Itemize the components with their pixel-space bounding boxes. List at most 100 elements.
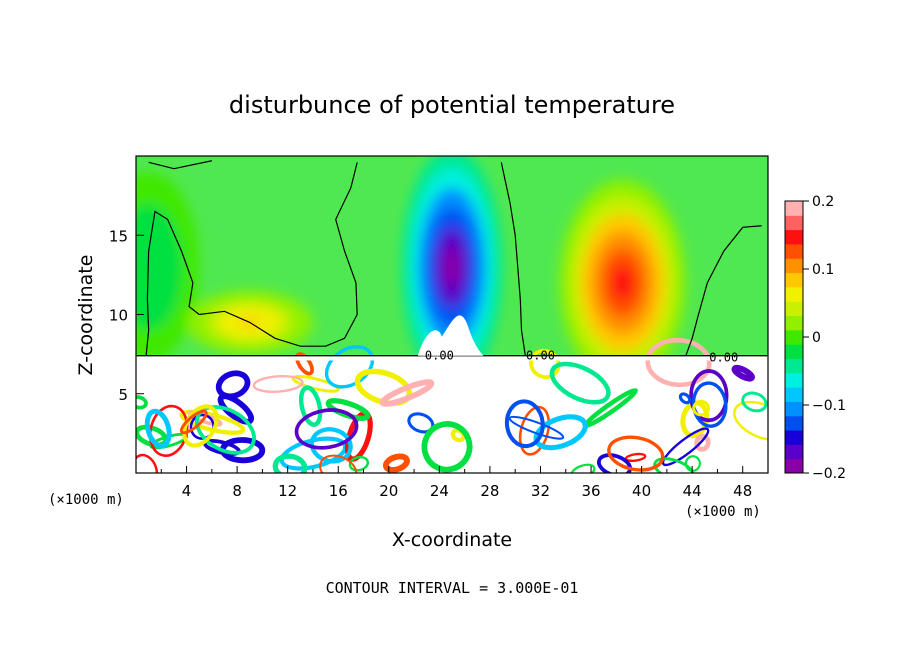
x-tick-label: 28: [480, 482, 499, 500]
x-tick-label: 4: [182, 482, 192, 500]
contour-line: [145, 162, 358, 356]
turbulent-blob: [692, 399, 711, 417]
field-warm-anomaly: [612, 265, 634, 300]
contour-label: 0.00: [425, 349, 454, 363]
colorbar-tick-label: 0.1: [812, 262, 834, 278]
x-tick-label: 32: [531, 482, 550, 500]
turbulent-blob: [508, 415, 565, 440]
turbulent-blob: [678, 392, 692, 405]
colorbar-ticks: 0.2 0.1 0 −0.1 −0.2: [803, 194, 846, 482]
turbulent-blob: [570, 463, 596, 473]
turbulent-blob: [731, 364, 755, 382]
turbulent-blob: [309, 427, 353, 464]
y-tick-label: 15: [109, 227, 128, 245]
turbulent-blob: [179, 409, 208, 435]
contour-line: [148, 160, 212, 170]
y-tick-label: 5: [118, 386, 128, 404]
turbulent-blob: [348, 455, 370, 472]
colorbar-swatch: [785, 387, 803, 402]
colorbar-swatch: [785, 329, 803, 345]
turbulent-blob: [215, 370, 251, 400]
turbulent-blob: [421, 421, 473, 473]
turbulent-blob: [252, 374, 304, 393]
colorbar-swatch: [785, 272, 803, 288]
colorbar-swatch: [785, 458, 803, 474]
turbulent-blob: [607, 435, 665, 472]
colorbar-tick-label: −0.2: [812, 466, 846, 482]
y-axis-label: Z-coordinate: [75, 255, 97, 376]
x-tick-label: 48: [733, 482, 752, 500]
colorbar-swatch: [785, 430, 803, 445]
contour-label: 0.00: [526, 349, 555, 363]
colorbar-swatch: [785, 258, 803, 274]
colorbar-swatch: [785, 315, 803, 331]
y-axis: 5 10 15: [109, 227, 144, 404]
x-tick-label: 44: [683, 482, 702, 500]
x-tick-label: 36: [581, 482, 600, 500]
turbulent-blob: [136, 395, 148, 410]
colorbar-swatch: [785, 444, 803, 460]
colorbar-swatch: [785, 201, 803, 216]
colorbar-swatch: [785, 344, 803, 359]
turbulent-blob: [319, 454, 358, 473]
x-tick-label: 16: [329, 482, 348, 500]
colorbar-swatch: [785, 243, 803, 259]
turbulent-blob: [596, 453, 632, 473]
field-cold-anomaly: [443, 247, 461, 287]
turbulent-blob: [272, 453, 308, 473]
x-tick-label: 40: [632, 482, 651, 500]
colorbar-tick-label: 0.2: [812, 194, 834, 210]
contour-label: 0.00: [709, 350, 738, 364]
colorbar-tick-label: 0: [812, 330, 821, 346]
x-tick-label: 8: [232, 482, 242, 500]
turbulent-blob: [144, 408, 172, 449]
turbulent-blob: [194, 405, 256, 455]
turbulent-blob: [661, 427, 710, 467]
interface-band: [136, 354, 768, 361]
plume-tip: [417, 315, 484, 356]
turbulent-blob: [298, 385, 323, 427]
turbulent-blob: [733, 400, 768, 441]
x-tick-label: 12: [278, 482, 297, 500]
colorbar-swatch: [785, 301, 803, 317]
x-unit-label: (×1000 m): [48, 492, 124, 508]
turbulent-blob: [294, 408, 359, 450]
turbulent-blob: [217, 393, 255, 425]
turbulent-blob: [382, 453, 410, 473]
x-axis-label: X-coordinate: [392, 529, 512, 551]
chart-title: disturbunce of potential temperature: [229, 91, 675, 119]
plot-area: 0.00 0.00 0.00: [136, 156, 768, 473]
contour-lines: 0.00 0.00 0.00: [145, 160, 762, 364]
turbulent-blob: [136, 453, 159, 473]
lower-turbulent-layer: [136, 315, 768, 473]
colorbar-swatch: [785, 415, 803, 431]
turbulent-blob: [653, 457, 695, 473]
turbulent-blob: [295, 352, 314, 376]
x-tick-label: 24: [430, 482, 449, 500]
turbulent-blob: [325, 398, 371, 421]
colorbar-swatch: [785, 401, 803, 417]
contour-interval-note: CONTOUR INTERVAL = 3.000E-01: [326, 579, 579, 597]
field-layer: [136, 156, 686, 386]
y-tick-label: 10: [109, 307, 128, 325]
colorbar-tick-label: −0.1: [812, 398, 846, 414]
contour-line: [500, 162, 526, 356]
colorbar-swatch: [785, 358, 803, 374]
colorbar-swatch: [785, 372, 803, 388]
x-unit-label-right: (×1000 m): [685, 504, 761, 520]
turbulent-blob: [694, 433, 711, 452]
colorbar-swatch: [785, 286, 803, 302]
turbulent-blob: [379, 379, 435, 407]
turbulent-blob: [504, 399, 545, 449]
colorbar-swatch: [785, 229, 803, 245]
contour-line: [685, 225, 762, 356]
turbulent-blob: [549, 361, 611, 405]
colorbar: [785, 201, 803, 474]
x-axis: 4 8 12 16 20 24 28 32 36 40 44 48: [160, 466, 752, 500]
turbulent-blob: [689, 369, 729, 423]
colorbar-swatch: [785, 215, 803, 231]
x-tick-label: 20: [379, 482, 398, 500]
turbulent-blob: [179, 409, 246, 435]
turbulent-blob: [741, 391, 768, 413]
